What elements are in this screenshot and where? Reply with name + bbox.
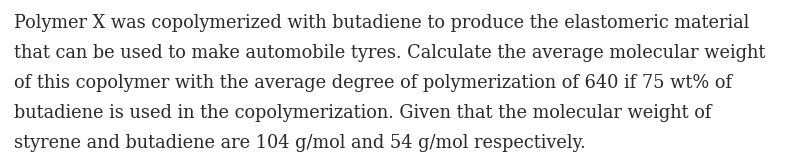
Text: butadiene is used in the copolymerization. Given that the molecular weight of: butadiene is used in the copolymerizatio… (14, 104, 710, 122)
Text: of this copolymer with the average degree of polymerization of 640 if 75 wt% of: of this copolymer with the average degre… (14, 74, 732, 92)
Text: Polymer X was copolymerized with butadiene to produce the elastomeric material: Polymer X was copolymerized with butadie… (14, 14, 749, 32)
Text: that can be used to make automobile tyres. Calculate the average molecular weigh: that can be used to make automobile tyre… (14, 44, 765, 62)
Text: styrene and butadiene are 104 g/mol and 54 g/mol respectively.: styrene and butadiene are 104 g/mol and … (14, 134, 585, 152)
